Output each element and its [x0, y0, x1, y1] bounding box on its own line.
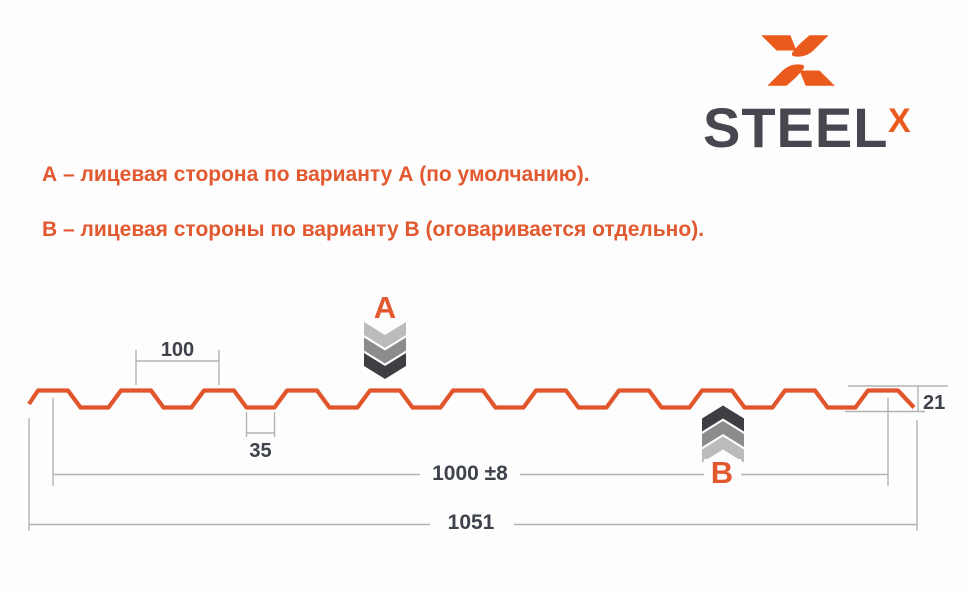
dim-pitch-100: 100 — [135, 339, 220, 385]
marker-b-label: В — [711, 455, 733, 490]
logo-arm-bottom-left — [767, 64, 805, 86]
legend-line-b: В – лицевая стороны по варианту В (огова… — [42, 218, 705, 241]
dim-height-21: 21 — [845, 385, 948, 414]
chevron-up-icon — [702, 436, 744, 463]
dim-working-width: 1000 ±8 — [52, 398, 889, 486]
chevron-up-icon — [702, 421, 744, 447]
chevron-down-icon — [364, 337, 406, 364]
chevron-up-icon — [702, 405, 744, 432]
logo-wordmark: STEEL — [703, 96, 889, 159]
side-a-label: А — [374, 290, 396, 325]
chevron-down-icon — [364, 322, 406, 348]
logo-arm-bottom-right — [799, 70, 835, 86]
dim-valley-label: 35 — [249, 440, 271, 462]
dim-total-width: 1051 — [28, 418, 918, 534]
side-b-chevrons — [702, 405, 744, 463]
marker-a-label: А — [374, 290, 396, 325]
dim-valley-35: 35 — [245, 412, 276, 462]
dim-height-label: 21 — [923, 392, 945, 414]
dim-total-width-label: 1051 — [448, 511, 495, 534]
logo-arm-top-left — [761, 35, 797, 51]
dim-pitch-label: 100 — [161, 339, 194, 361]
logo-arm-top-right — [791, 35, 829, 57]
side-b-label: В — [704, 455, 741, 490]
chevron-down-icon — [364, 353, 406, 379]
side-a-chevrons — [364, 322, 406, 379]
dim-working-width-label: 1000 ±8 — [432, 462, 508, 485]
logo-x-superscript: X — [888, 102, 911, 140]
sheet-profile — [27, 388, 916, 410]
steelx-logo-icon — [761, 35, 835, 86]
legend-line-a: А – лицевая сторона по варианту А (по ум… — [42, 163, 590, 186]
